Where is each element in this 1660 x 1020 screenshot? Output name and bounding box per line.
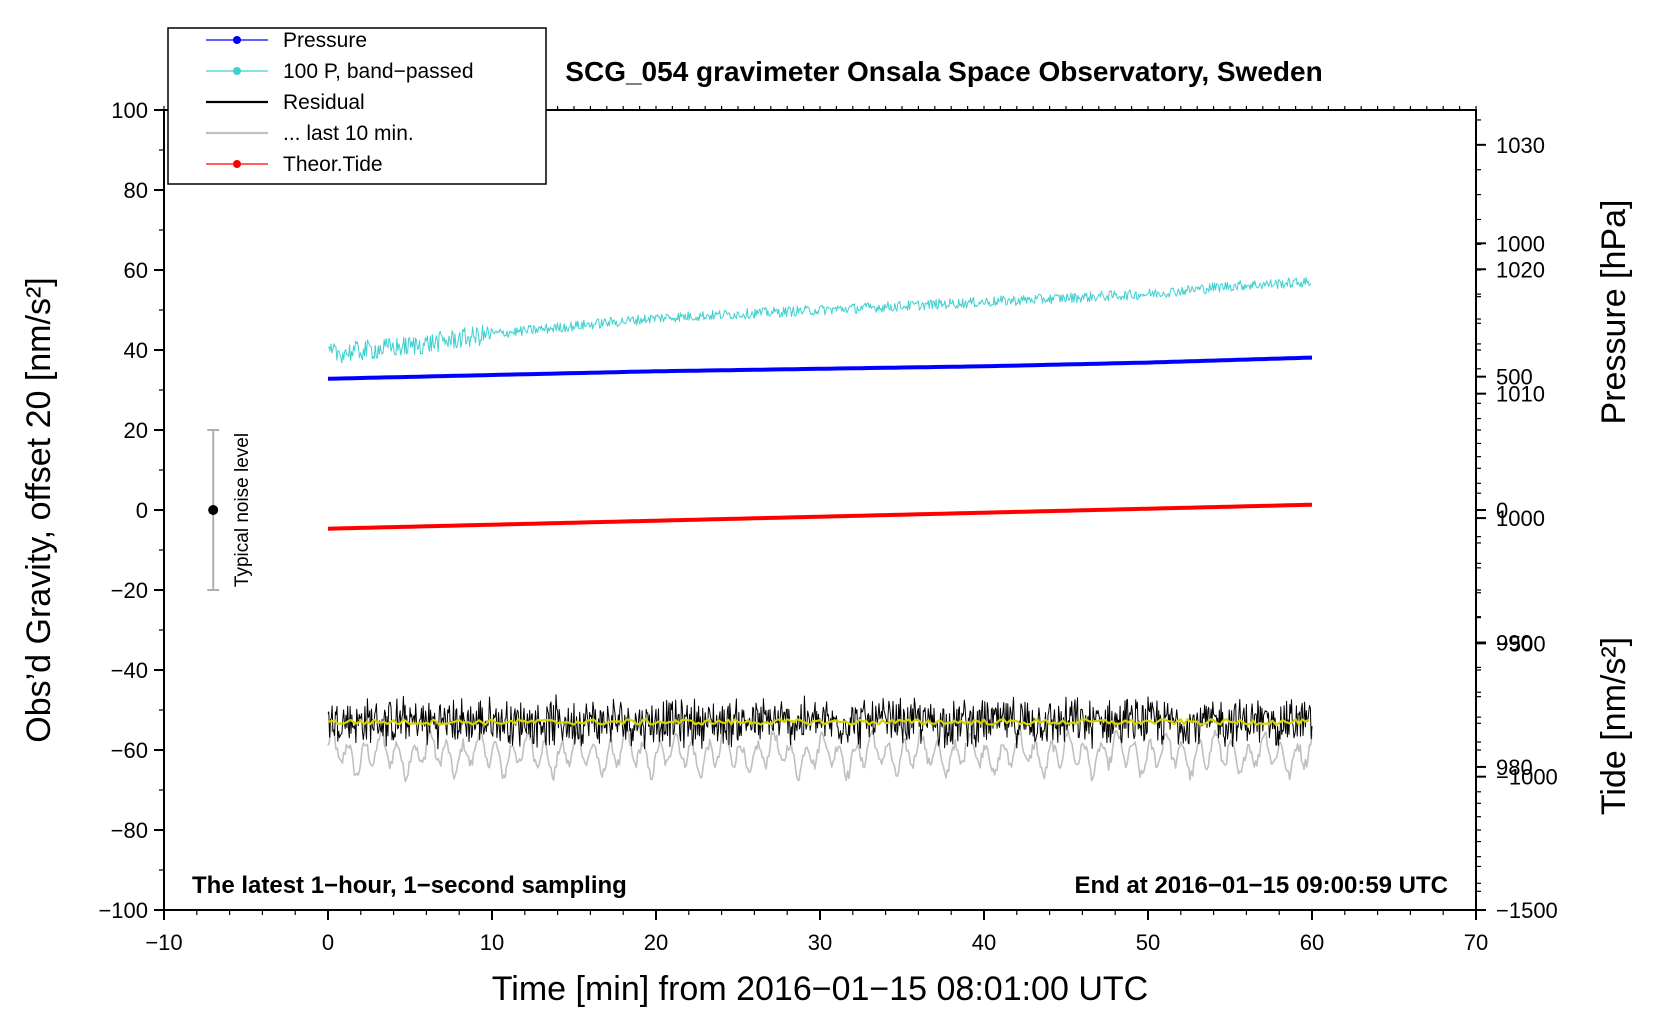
- series-pressure: [327, 355, 1313, 381]
- legend-label: Pressure: [283, 29, 367, 52]
- tide-tick-label: −1500: [1496, 898, 1558, 923]
- legend-items: Pressure 100 P, band−passed Residual ... la…: [206, 29, 474, 176]
- noise-level-indicator: Typical noise level: [207, 429, 253, 591]
- legend-label: 100 P, band−passed: [283, 60, 474, 83]
- x-tick-label: −10: [145, 930, 182, 955]
- series-residual-smoothed: [327, 718, 1310, 726]
- y-axis-label-tide: Tide [nm/s²]: [1595, 637, 1633, 815]
- y-left-tick-label: −100: [98, 898, 148, 923]
- pressure-tick-label: 1000: [1496, 506, 1545, 531]
- series-layer: [327, 276, 1313, 783]
- tide-tick-label: −1000: [1496, 765, 1558, 790]
- y-left-tick-label: −40: [111, 658, 148, 683]
- tide-tick-label: 500: [1496, 365, 1533, 390]
- noise-level-label: Typical noise level: [232, 433, 253, 587]
- x-tick-label: 50: [1136, 930, 1160, 955]
- y-left-tick-label: −60: [111, 738, 148, 763]
- x-tick-label: 0: [322, 930, 334, 955]
- x-tick-label: 40: [972, 930, 996, 955]
- ticks-layer: −10 0 10 20 30 40 50 60 70100806040200−20−40−60−…: [98, 98, 1557, 955]
- x-tick-label: 30: [808, 930, 832, 955]
- y-left-tick-label: 40: [124, 338, 148, 363]
- legend: Pressure 100 P, band−passed Residual ... la…: [167, 27, 547, 185]
- series-theoretical-tide: [327, 502, 1313, 531]
- y-left-tick-label: 0: [136, 498, 148, 523]
- series-band-passed-pressure: [327, 276, 1312, 364]
- legend-label: Theor.Tide: [283, 153, 383, 176]
- pressure-tick-label: 1030: [1496, 133, 1545, 158]
- end-time-annotation: End at 2016−01−15 09:00:59 UTC: [1074, 872, 1448, 899]
- y-left-tick-label: −20: [111, 578, 148, 603]
- series-residual: [327, 694, 1313, 750]
- y-axis-label-pressure: Pressure [hPa]: [1595, 200, 1633, 425]
- x-tick-label: 10: [480, 930, 504, 955]
- y-left-tick-label: 20: [124, 418, 148, 443]
- pressure-tick-label: 990: [1496, 631, 1533, 656]
- tide-tick-label: 0: [1496, 498, 1508, 523]
- pressure-tick-label: 980: [1496, 755, 1533, 780]
- legend-swatch-marker: [233, 67, 241, 75]
- plot-frame: [163, 109, 1477, 911]
- series-last-10-min: [327, 725, 1313, 783]
- x-tick-label: 20: [644, 930, 668, 955]
- x-tick-label: 60: [1300, 930, 1324, 955]
- y-left-tick-label: −80: [111, 818, 148, 843]
- tide-tick-label: −500: [1496, 631, 1546, 656]
- noise-bar-center-dot: [208, 505, 219, 515]
- legend-swatch-marker: [233, 160, 241, 168]
- pressure-tick-label: 1010: [1496, 382, 1545, 407]
- legend-label: ... last 10 min.: [283, 122, 414, 145]
- tide-tick-label: 1000: [1496, 231, 1545, 256]
- y-left-tick-label: 60: [124, 258, 148, 283]
- y-axis-label-left: Obs’d Gravity, offset 20 [nm/s²]: [20, 277, 58, 742]
- y-left-tick-label: 100: [111, 98, 148, 123]
- legend-swatch-marker: [233, 36, 241, 44]
- legend-label: Residual: [283, 91, 365, 114]
- pressure-tick-label: 1020: [1496, 257, 1545, 282]
- y-left-tick-label: 80: [124, 178, 148, 203]
- chart-title: SCG_054 gravimeter Onsala Space Observat…: [565, 56, 1322, 87]
- sampling-annotation: The latest 1−hour, 1−second sampling: [192, 872, 627, 899]
- x-axis-label: Time [min] from 2016−01−15 08:01:00 UTC: [492, 970, 1148, 1008]
- x-tick-label: 70: [1464, 930, 1488, 955]
- legend-box: [167, 27, 547, 185]
